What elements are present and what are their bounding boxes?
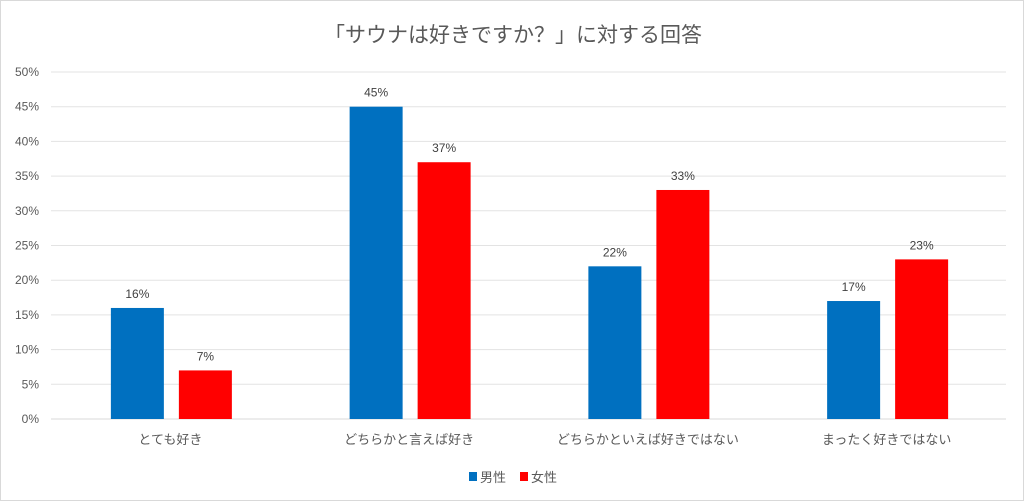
y-tick-label: 10% (15, 343, 39, 357)
bar-male (110, 307, 164, 419)
bar-female (895, 259, 949, 419)
legend: 男性 女性 (469, 470, 557, 486)
y-tick-label: 45% (15, 100, 39, 114)
data-label: 23% (910, 238, 934, 252)
bar-male (588, 266, 642, 419)
category-label: どちらかといえば好きではない (557, 433, 739, 448)
y-tick-label: 25% (15, 239, 39, 253)
data-label: 22% (603, 245, 627, 259)
bar-female (656, 189, 710, 419)
category-label: まったく好きではない (822, 433, 951, 448)
data-label: 17% (842, 280, 866, 294)
y-tick-label: 0% (22, 412, 40, 426)
data-label: 45% (364, 86, 388, 100)
chart-title: 「サウナは好きですか？」に対する回答 (324, 23, 702, 47)
data-label: 33% (671, 169, 695, 183)
legend-label: 男性 (480, 471, 506, 486)
y-tick-label: 5% (22, 377, 40, 391)
x-axis-labels: とても好き どちらかと言えば好き どちらかといえば好きではない まったく好きではない (138, 433, 951, 448)
bar-female (417, 162, 471, 419)
category-label: どちらかと言えば好き (344, 433, 474, 448)
data-labels: 16% 7% 45% 37% 22% 33% 17% 23% (125, 86, 934, 364)
category-label: とても好き (138, 433, 202, 448)
bar-female (178, 370, 232, 419)
y-tick-label: 20% (15, 273, 39, 287)
y-tick-label: 50% (15, 65, 39, 79)
data-label: 7% (197, 349, 215, 363)
y-tick-label: 30% (15, 204, 39, 218)
bar-male (349, 106, 403, 419)
y-axis-ticks: 0% 5% 10% 15% 20% 25% 30% 35% 40% 45% 50% (15, 65, 39, 426)
legend-label: 女性 (531, 470, 557, 486)
data-label: 37% (432, 141, 456, 155)
legend-swatch-female (520, 472, 528, 481)
bar-male (827, 301, 881, 419)
y-tick-label: 40% (15, 134, 39, 148)
y-tick-label: 35% (15, 169, 39, 183)
bars (110, 106, 949, 419)
data-label: 16% (125, 287, 149, 301)
legend-swatch-male (469, 472, 477, 481)
y-tick-label: 15% (15, 308, 39, 322)
